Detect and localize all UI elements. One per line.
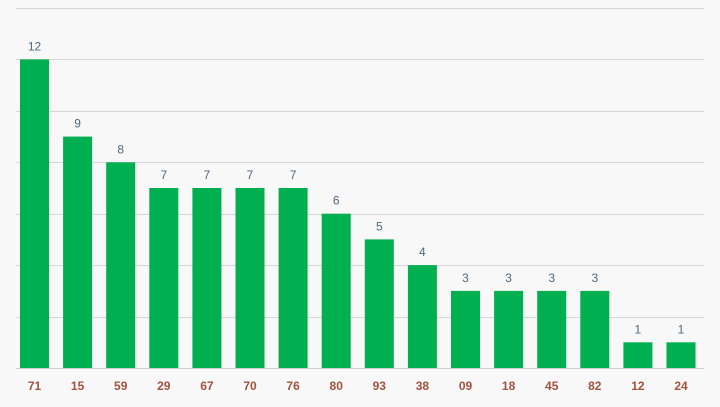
bar-71 (20, 59, 49, 369)
value-label-38: 4 (419, 245, 426, 259)
x-tick-label-45: 45 (545, 379, 559, 393)
bar-76 (278, 188, 308, 368)
value-label-59: 8 (117, 142, 124, 156)
x-tick-label-12: 12 (631, 379, 645, 393)
x-tick-label-15: 15 (71, 379, 85, 393)
bar-18 (494, 290, 524, 368)
bar-15 (63, 136, 93, 368)
value-label-70: 7 (247, 168, 254, 182)
value-label-09: 3 (462, 271, 469, 285)
value-label-76: 7 (290, 168, 297, 182)
bar-82 (580, 290, 610, 368)
x-tick-label-71: 71 (28, 379, 42, 393)
x-tick-label-59: 59 (114, 379, 128, 393)
bar-12 (623, 342, 653, 368)
bar-93 (364, 239, 394, 368)
x-tick-label-67: 67 (200, 379, 214, 393)
bar-29 (149, 188, 179, 368)
bar-80 (321, 213, 351, 368)
x-tick-label-70: 70 (243, 379, 257, 393)
x-tick-label-18: 18 (502, 379, 516, 393)
x-tick-label-82: 82 (588, 379, 602, 393)
value-label-24: 1 (678, 322, 685, 336)
value-label-80: 6 (333, 194, 340, 208)
value-label-45: 3 (548, 271, 555, 285)
x-tick-label-38: 38 (416, 379, 430, 393)
bar-67 (192, 188, 222, 368)
value-label-71: 12 (28, 39, 42, 53)
x-tick-label-76: 76 (286, 379, 300, 393)
value-label-93: 5 (376, 219, 383, 233)
x-tick-label-29: 29 (157, 379, 171, 393)
x-tick-label-93: 93 (373, 379, 387, 393)
x-tick-label-09: 09 (459, 379, 473, 393)
value-label-18: 3 (505, 271, 512, 285)
value-label-12: 1 (635, 322, 642, 336)
bar-24 (666, 342, 696, 368)
bar-59 (106, 162, 136, 368)
x-tick-labels-layer: 71 15 59 29 67 70 76 80 93 38 09 18 45 82 12 24 (28, 379, 688, 393)
bar-09 (451, 290, 480, 368)
x-tick-label-80: 80 (330, 379, 344, 393)
value-label-15: 9 (74, 117, 81, 131)
x-tick-label-24: 24 (674, 379, 688, 393)
value-label-67: 7 (204, 168, 211, 182)
bars-layer (20, 59, 696, 369)
value-label-29: 7 (160, 168, 167, 182)
bar-38 (407, 265, 437, 368)
bar-70 (235, 188, 265, 368)
bar-45 (537, 290, 567, 368)
value-labels-layer: 12 9 8 7 7 7 7 6 5 4 3 3 3 3 1 1 (28, 39, 685, 336)
value-label-82: 3 (591, 271, 598, 285)
